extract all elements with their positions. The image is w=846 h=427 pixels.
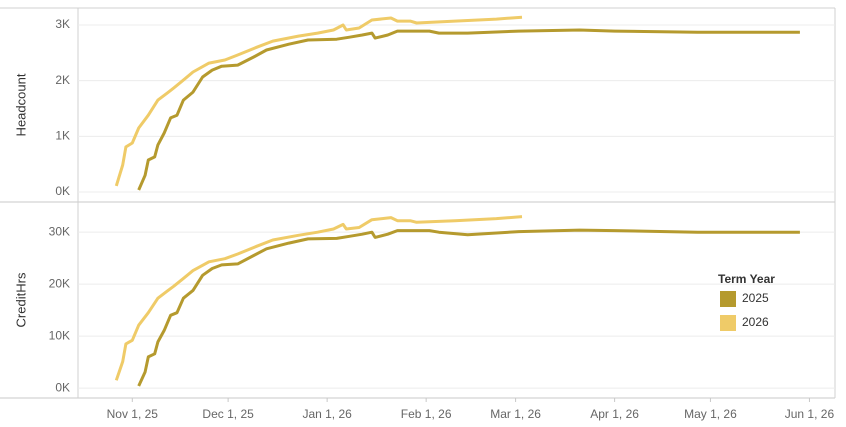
x-tick-label: Dec 1, 25	[202, 407, 254, 421]
y-axis-title: Headcount	[13, 73, 28, 136]
legend-title: Term Year	[718, 272, 775, 286]
line	[137, 28, 800, 191]
legend-swatch	[720, 315, 736, 331]
y-axis-title: CreditHrs	[13, 272, 28, 327]
y-tick-label: 0K	[55, 380, 70, 394]
x-tick-label: May 1, 26	[684, 407, 737, 421]
legend-label: 2025	[742, 291, 769, 305]
x-tick-label: Feb 1, 26	[401, 407, 452, 421]
x-tick-label: Nov 1, 25	[107, 407, 159, 421]
line	[114, 15, 523, 187]
x-tick-label: Jan 1, 26	[302, 407, 352, 421]
line	[137, 228, 800, 387]
legend-swatch	[720, 291, 736, 307]
line	[114, 215, 523, 381]
x-tick-label: Jun 1, 26	[785, 407, 835, 421]
x-tick-label: Mar 1, 26	[490, 407, 541, 421]
y-tick-label: 30K	[49, 224, 70, 238]
y-tick-label: 20K	[49, 276, 70, 290]
y-tick-label: 3K	[55, 17, 70, 31]
y-tick-label: 2K	[55, 73, 70, 87]
legend-label: 2026	[742, 315, 769, 329]
y-tick-label: 1K	[55, 128, 70, 142]
y-tick-label: 0K	[55, 184, 70, 198]
x-tick-label: Apr 1, 26	[590, 407, 639, 421]
y-tick-label: 10K	[49, 328, 70, 342]
